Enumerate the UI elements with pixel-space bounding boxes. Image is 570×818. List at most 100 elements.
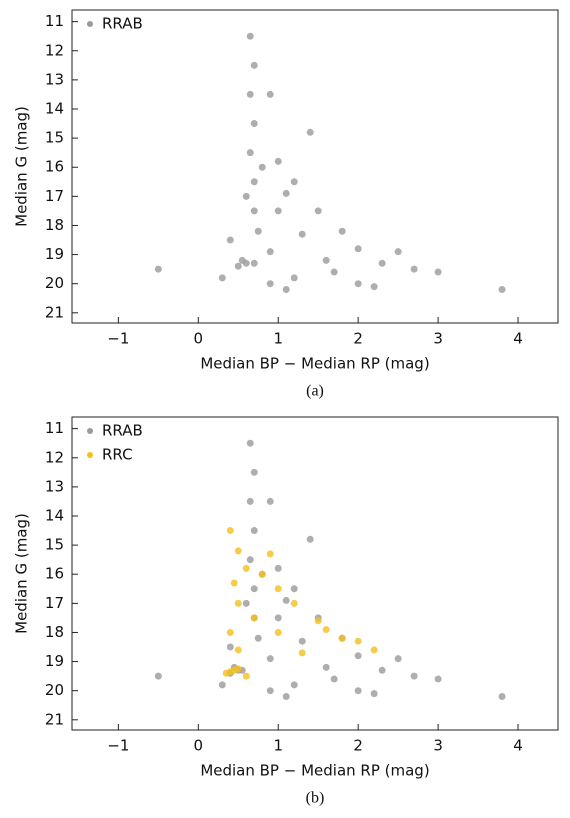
point: [218, 274, 226, 282]
legend-label: RRC: [102, 446, 133, 464]
point: [246, 439, 254, 447]
point: [290, 599, 298, 607]
point: [246, 497, 254, 505]
y-tick-label: 11: [45, 419, 64, 437]
y-tick-label: 13: [45, 477, 64, 495]
point: [290, 178, 298, 186]
point: [338, 634, 346, 642]
legend-marker: [87, 21, 93, 27]
point: [234, 547, 242, 555]
point: [298, 230, 306, 238]
point: [250, 61, 258, 69]
caption: (a): [306, 383, 324, 400]
point: [234, 262, 242, 270]
y-tick-label: 13: [45, 70, 64, 88]
x-axis-label: Median BP − Median RP (mag): [200, 762, 429, 780]
point: [246, 32, 254, 40]
point: [258, 570, 266, 578]
point: [354, 280, 362, 288]
point: [378, 666, 386, 674]
point: [282, 286, 290, 294]
point: [250, 585, 258, 593]
point: [226, 643, 234, 651]
caption: (b): [306, 790, 325, 807]
plot-frame: [71, 9, 559, 324]
point: [394, 248, 402, 256]
point: [238, 256, 246, 264]
point: [434, 268, 442, 276]
legend-label: RRAB: [102, 15, 143, 33]
point: [230, 579, 238, 587]
point: [314, 207, 322, 215]
point: [274, 628, 282, 636]
x-tick-label: 2: [353, 737, 363, 755]
y-tick-label: 21: [45, 303, 64, 321]
y-tick-label: 12: [45, 41, 64, 59]
point: [266, 280, 274, 288]
point: [274, 564, 282, 572]
point: [298, 637, 306, 645]
point: [290, 585, 298, 593]
point: [370, 646, 378, 654]
point: [290, 681, 298, 689]
point: [242, 564, 250, 572]
point: [226, 527, 234, 535]
y-tick-label: 18: [45, 216, 64, 234]
y-tick-label: 18: [45, 623, 64, 641]
x-tick-label: 2: [353, 330, 363, 348]
y-tick-label: 19: [45, 652, 64, 670]
y-tick-label: 16: [45, 565, 64, 583]
x-axis-label: Median BP − Median RP (mag): [200, 355, 429, 373]
point: [266, 248, 274, 256]
point: [250, 527, 258, 535]
y-tick-label: 19: [45, 245, 64, 263]
point: [370, 690, 378, 698]
y-tick-label: 15: [45, 536, 64, 554]
y-tick-label: 20: [45, 274, 64, 292]
point: [254, 634, 262, 642]
point: [234, 599, 242, 607]
point: [226, 628, 234, 636]
point: [378, 259, 386, 267]
point: [250, 207, 258, 215]
point: [250, 259, 258, 267]
point: [298, 649, 306, 657]
point: [274, 207, 282, 215]
point: [234, 665, 242, 673]
point: [290, 274, 298, 282]
point: [250, 178, 258, 186]
x-tick-label: 3: [433, 737, 443, 755]
x-tick-label: 3: [433, 330, 443, 348]
point: [250, 468, 258, 476]
point: [498, 693, 506, 701]
point: [322, 663, 330, 671]
point: [266, 687, 274, 695]
point: [410, 672, 418, 680]
point: [282, 693, 290, 701]
point: [226, 236, 234, 244]
point: [354, 245, 362, 253]
point: [314, 617, 322, 625]
point: [322, 256, 330, 264]
x-tick-label: 4: [513, 737, 523, 755]
point: [330, 268, 338, 276]
point: [250, 120, 258, 128]
legend-marker: [87, 452, 93, 458]
point: [306, 535, 314, 543]
y-tick-label: 14: [45, 99, 64, 117]
x-tick-label: 1: [273, 737, 283, 755]
x-tick-label: −1: [107, 737, 129, 755]
point: [354, 687, 362, 695]
point: [250, 614, 258, 622]
legend-marker: [87, 428, 93, 434]
y-tick-label: 15: [45, 129, 64, 147]
y-tick-label: 20: [45, 681, 64, 699]
y-tick-label: 16: [45, 158, 64, 176]
y-axis-label: Median G (mag): [13, 106, 31, 227]
point: [274, 157, 282, 165]
point: [354, 637, 362, 645]
y-tick-label: 14: [45, 506, 64, 524]
point: [154, 265, 162, 273]
